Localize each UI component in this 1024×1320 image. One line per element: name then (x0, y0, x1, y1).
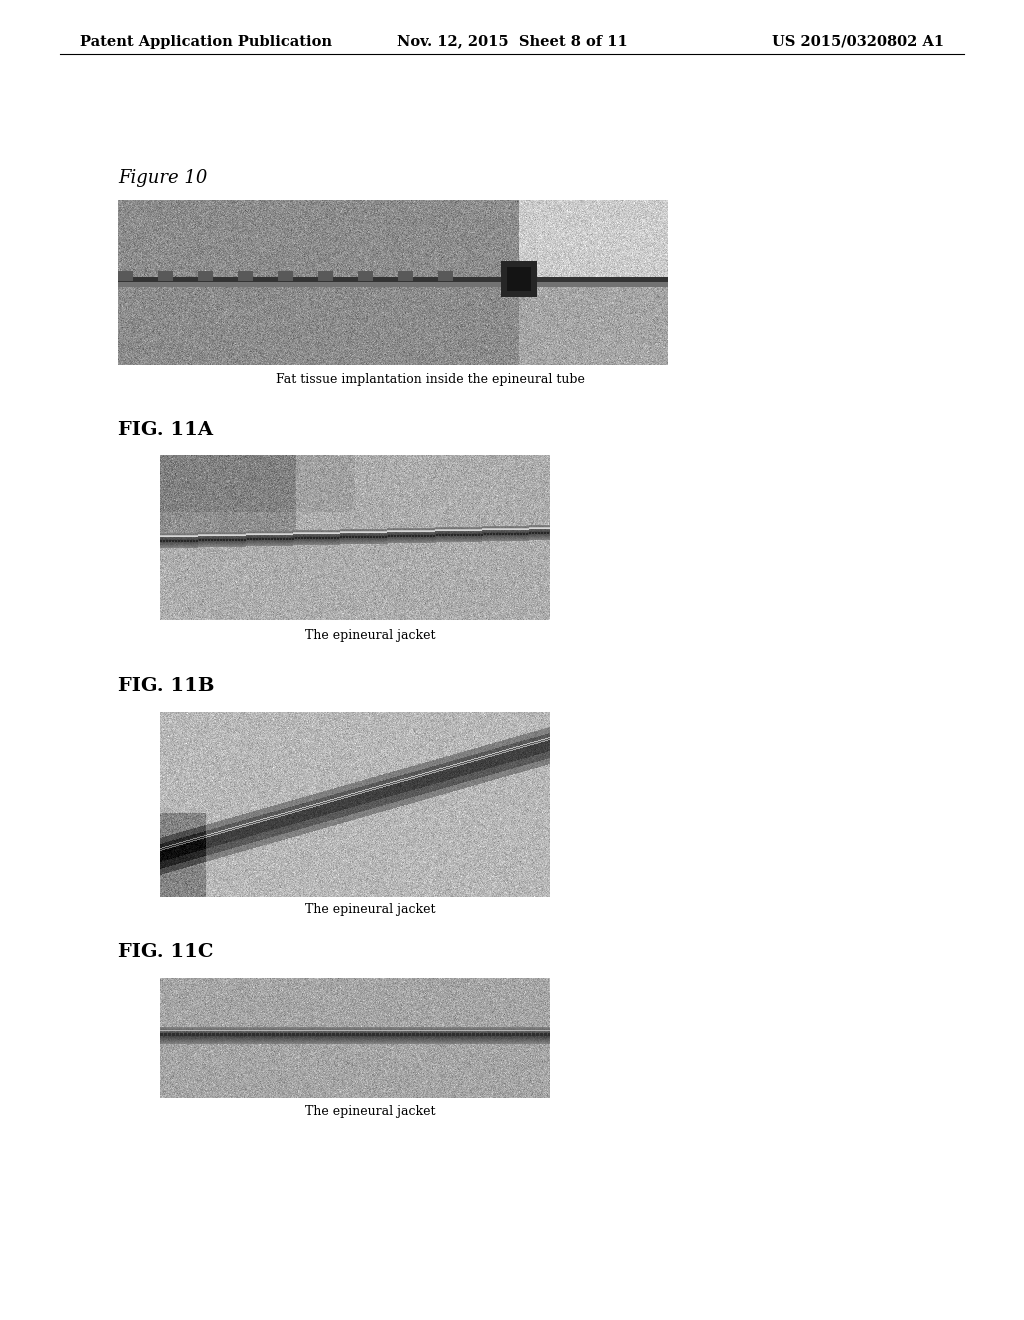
Text: The epineural jacket: The epineural jacket (305, 903, 435, 916)
Text: FIG. 11C: FIG. 11C (118, 942, 213, 961)
Text: Fat tissue implantation inside the epineural tube: Fat tissue implantation inside the epine… (275, 374, 585, 387)
Text: Nov. 12, 2015  Sheet 8 of 11: Nov. 12, 2015 Sheet 8 of 11 (396, 34, 628, 49)
Text: The epineural jacket: The epineural jacket (305, 628, 435, 642)
Text: Patent Application Publication: Patent Application Publication (80, 34, 332, 49)
Text: The epineural jacket: The epineural jacket (305, 1106, 435, 1118)
Text: FIG. 11B: FIG. 11B (118, 677, 214, 696)
Text: US 2015/0320802 A1: US 2015/0320802 A1 (772, 34, 944, 49)
Text: Figure 10: Figure 10 (118, 169, 208, 187)
Text: FIG. 11A: FIG. 11A (118, 421, 213, 440)
